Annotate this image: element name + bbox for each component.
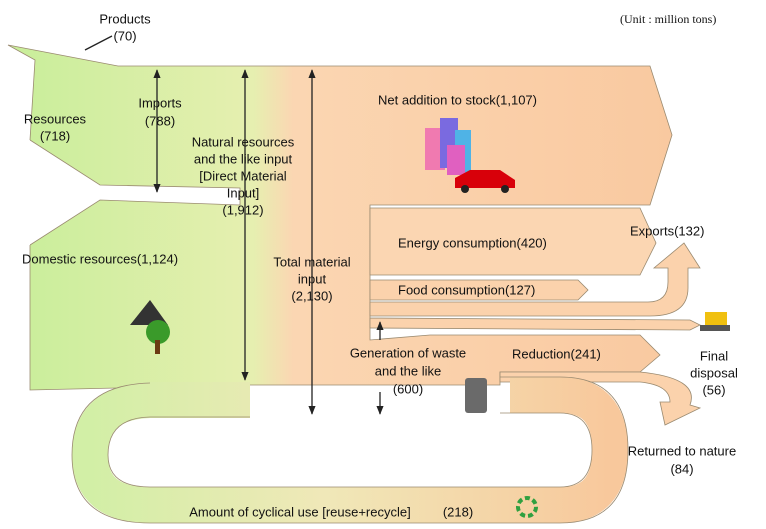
material-flow-diagram: (Unit : million tons) Products (70) Resour… — [0, 0, 766, 529]
node-label: Domestic resources(1,124) — [22, 251, 178, 266]
node-label: Exports(132) — [630, 223, 704, 238]
node-label: Generation of waste — [350, 345, 466, 360]
node-label: Net addition to stock(1,107) — [378, 92, 537, 107]
node-label: Amount of cyclical use [reuse+recycle] — [189, 504, 410, 519]
node-label: (70) — [113, 28, 136, 43]
node-label: input — [298, 271, 327, 286]
node-label: (788) — [145, 113, 175, 128]
node-label: (1,912) — [222, 202, 263, 217]
node-label: (2,130) — [291, 288, 332, 303]
node-label: Returned to nature — [628, 443, 736, 458]
node-label: Products — [99, 11, 151, 26]
node-label: disposal — [690, 365, 738, 380]
node-label: and the like — [375, 363, 442, 378]
node-label: [Direct Material — [199, 168, 287, 183]
node-label: Natural resources — [192, 134, 295, 149]
node-label: Total material — [273, 254, 350, 269]
node-label: (718) — [40, 128, 70, 143]
node-label: Input] — [227, 185, 260, 200]
node-label: (218) — [443, 504, 473, 519]
node-label: (600) — [393, 381, 423, 396]
flow-shapes — [0, 45, 700, 523]
node-label: and the like input — [194, 151, 293, 166]
node-label: (56) — [702, 382, 725, 397]
node-label: Resources — [24, 111, 87, 126]
unit-label: (Unit : million tons) — [620, 12, 716, 26]
node-label: Energy consumption(420) — [398, 235, 547, 250]
node-label: Reduction(241) — [512, 346, 601, 361]
node-label: Food consumption(127) — [398, 282, 535, 297]
node-label: Final — [700, 348, 728, 363]
node-label: Imports — [138, 95, 182, 110]
node-label: (84) — [670, 461, 693, 476]
